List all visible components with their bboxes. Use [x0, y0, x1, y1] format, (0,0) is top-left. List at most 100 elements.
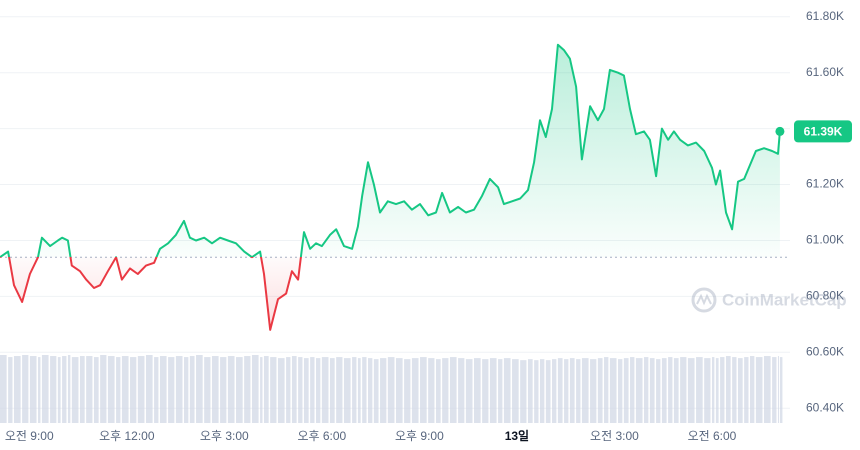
x-tick-label: 오전 9:00	[5, 429, 54, 443]
volume-bar	[100, 355, 107, 423]
volume-bar	[196, 355, 203, 423]
volume-bar	[661, 358, 667, 423]
volume-bar	[145, 355, 153, 423]
watermark-logo-mark	[696, 293, 712, 306]
volume-bar	[22, 355, 29, 423]
volume-bar	[649, 358, 655, 423]
volume-bar	[527, 359, 533, 423]
volume-bar	[236, 357, 243, 423]
volume-bar	[57, 357, 61, 423]
volume-bar	[352, 357, 357, 423]
volume-bar	[750, 356, 755, 423]
volume-bar	[0, 355, 7, 423]
volume-bar	[623, 358, 629, 423]
volume-bar	[696, 357, 703, 423]
volume-bar	[720, 357, 725, 423]
x-tick-label: 오전 6:00	[688, 429, 737, 443]
volume-bar	[539, 359, 545, 423]
volume-bar	[79, 356, 85, 423]
volume-bar	[13, 356, 21, 423]
volume-bar	[211, 356, 219, 423]
volume-bar	[656, 359, 661, 423]
volume-bar	[298, 357, 303, 423]
volume-bar	[395, 358, 403, 423]
volume-bar	[411, 358, 419, 423]
volume-bar	[442, 358, 449, 423]
volume-bar	[220, 357, 227, 423]
volume-bar	[576, 359, 581, 423]
volume-bar	[93, 357, 99, 423]
volume-bar	[569, 358, 575, 423]
volume-bar	[428, 358, 435, 423]
volume-bar	[227, 356, 235, 423]
price-line	[0, 43, 781, 331]
x-tick-label: 13일	[505, 429, 529, 443]
volume-bar	[590, 359, 597, 423]
volume-bar	[520, 360, 527, 423]
volume-bar	[489, 358, 497, 423]
volume-bar	[38, 357, 41, 423]
price-badge	[794, 120, 852, 143]
volume-bar	[121, 356, 129, 423]
volume-bar	[668, 357, 673, 423]
volume-bar	[557, 358, 563, 423]
volume-bar	[291, 356, 297, 423]
volume-bar	[715, 358, 719, 423]
y-tick-label: 60.60K	[806, 344, 844, 358]
volume-bar	[362, 357, 367, 423]
y-tick-label: 61.20K	[806, 177, 844, 191]
volume-bar	[41, 355, 49, 423]
volume-bar	[630, 357, 635, 423]
volume-bar	[449, 357, 457, 423]
volume-bar	[184, 357, 189, 423]
volume-bar	[673, 358, 679, 423]
volume-bar	[270, 357, 277, 423]
volume-bar	[168, 357, 175, 423]
volume-bar	[380, 358, 387, 423]
volume-bar	[635, 358, 643, 423]
volume-bar	[763, 356, 771, 423]
volume-bar	[373, 359, 379, 423]
volume-bar	[581, 358, 589, 423]
volume-bar	[618, 359, 623, 423]
volume-bar	[357, 358, 361, 423]
volume-bar	[107, 356, 115, 423]
volume-bar	[534, 360, 539, 423]
y-tick-label: 61.80K	[806, 9, 844, 23]
x-tick-label: 오전 3:00	[590, 429, 639, 443]
volume-bar	[316, 358, 321, 423]
price-area	[0, 44, 780, 330]
watermark: CoinMarketCap	[691, 287, 847, 313]
volume-bar	[86, 356, 93, 423]
watermark-logo	[691, 287, 717, 313]
y-tick-label: 61.00K	[806, 233, 844, 247]
volume-bar	[680, 357, 687, 423]
x-tick-label: 오후 6:00	[297, 429, 346, 443]
volume-bar	[545, 360, 551, 423]
volume-bar	[779, 357, 783, 423]
volume-bar	[71, 357, 79, 423]
volume-bar	[552, 359, 557, 423]
volume-bar	[50, 356, 57, 423]
volume-bar	[711, 357, 715, 423]
volume-bar	[137, 356, 145, 423]
volume-bar	[777, 356, 779, 423]
volume-bar	[329, 358, 335, 423]
price-badge-label: 61.39K	[804, 125, 843, 139]
volume-bar	[130, 357, 137, 423]
volume-bar	[321, 357, 329, 423]
y-tick-label: 61.60K	[806, 65, 844, 79]
volume-bar	[154, 357, 159, 423]
volume-bar	[498, 359, 503, 423]
volume-bar	[260, 357, 263, 423]
volume-bar	[189, 356, 195, 423]
y-tick-label: 60.40K	[806, 400, 844, 414]
volume-bar	[604, 357, 609, 423]
x-tick-label: 오후 9:00	[395, 429, 444, 443]
volume-bar	[725, 356, 731, 423]
volume-bar	[8, 357, 13, 423]
volume-bar	[404, 359, 411, 423]
volume-bar	[387, 357, 395, 423]
volume-bar	[159, 356, 167, 423]
